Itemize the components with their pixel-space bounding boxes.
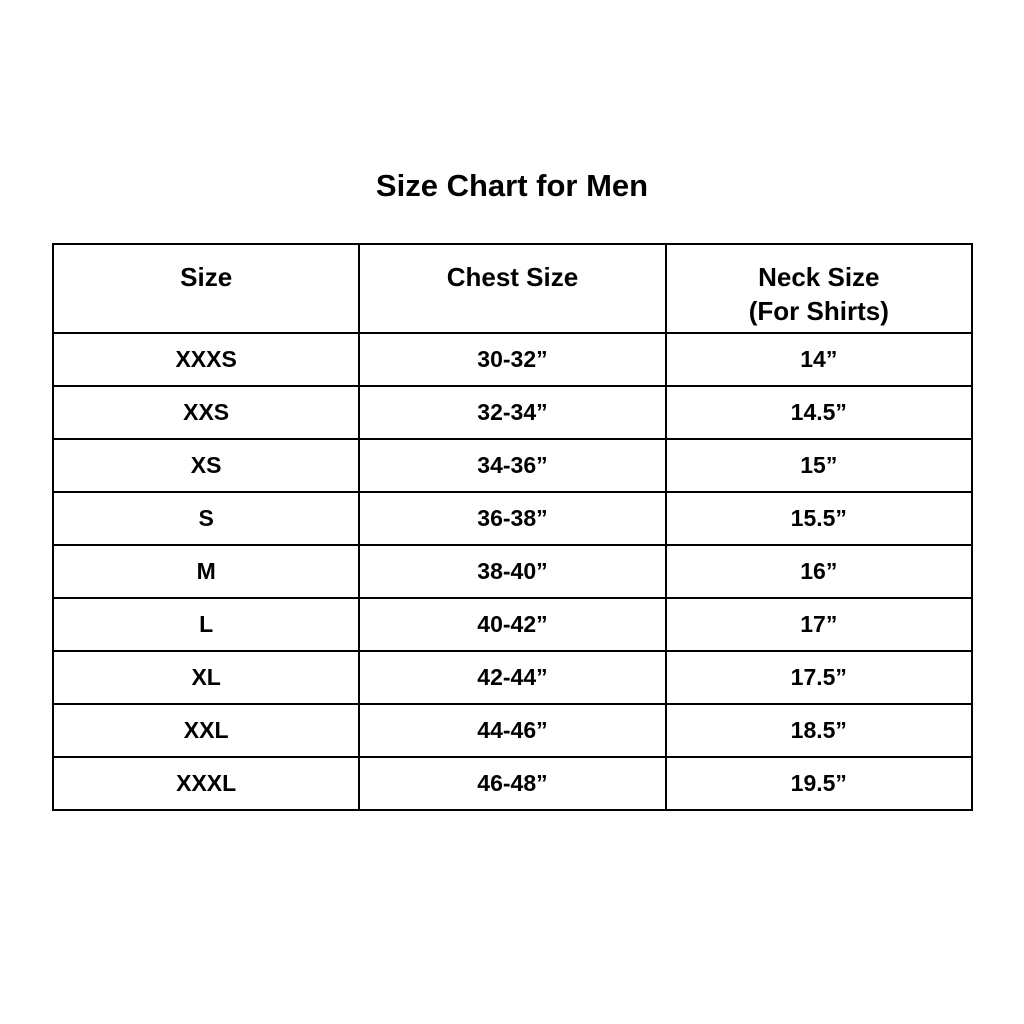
header-chest-size: Chest Size (358, 243, 667, 334)
chest-size-cell: 36-38” (358, 491, 667, 546)
neck-size-cell: 17.5” (664, 650, 974, 705)
size-cell: XXL (51, 703, 361, 758)
table-row: XXS 32-34” 14.5” (51, 385, 974, 440)
chest-size-cell: 38-40” (358, 544, 667, 599)
header-neck-size: Neck Size (For Shirts) (664, 243, 974, 334)
table-row: L 40-42” 17” (51, 597, 974, 652)
table-row: S 36-38” 15.5” (51, 491, 974, 546)
neck-size-cell: 18.5” (664, 703, 974, 758)
table-row: M 38-40” 16” (51, 544, 974, 599)
table-row: XXL 44-46” 18.5” (51, 703, 974, 758)
size-cell: XXXL (51, 756, 361, 811)
size-cell: L (51, 597, 361, 652)
neck-size-cell: 14” (664, 332, 974, 387)
table-row: XS 34-36” 15” (51, 438, 974, 493)
chest-size-cell: 40-42” (358, 597, 667, 652)
chest-size-cell: 42-44” (358, 650, 667, 705)
size-cell: XS (51, 438, 361, 493)
size-cell: S (51, 491, 361, 546)
chest-size-cell: 34-36” (358, 438, 667, 493)
neck-size-cell: 16” (664, 544, 974, 599)
chest-size-cell: 32-34” (358, 385, 667, 440)
header-neck-size-sub: (For Shirts) (748, 296, 889, 326)
chest-size-cell: 30-32” (358, 332, 667, 387)
size-chart-table: Size Chest Size Neck Size (For Shirts) XX… (51, 243, 974, 811)
header-size: Size (51, 243, 361, 334)
size-cell: XL (51, 650, 361, 705)
header-row: Size Chest Size Neck Size (For Shirts) (51, 243, 974, 334)
neck-size-cell: 19.5” (664, 756, 974, 811)
neck-size-cell: 17” (664, 597, 974, 652)
size-cell: XXXS (51, 332, 361, 387)
page-title: Size Chart for Men (375, 168, 649, 203)
size-cell: XXS (51, 385, 361, 440)
neck-size-cell: 15” (664, 438, 974, 493)
table-row: XXXL 46-48” 19.5” (51, 756, 974, 811)
table-row: XXXS 30-32” 14” (51, 332, 974, 387)
header-neck-size-label: Neck Size (758, 262, 880, 292)
neck-size-cell: 15.5” (664, 491, 974, 546)
size-cell: M (51, 544, 361, 599)
chest-size-cell: 46-48” (358, 756, 667, 811)
chest-size-cell: 44-46” (358, 703, 667, 758)
table-row: XL 42-44” 17.5” (51, 650, 974, 705)
neck-size-cell: 14.5” (664, 385, 974, 440)
